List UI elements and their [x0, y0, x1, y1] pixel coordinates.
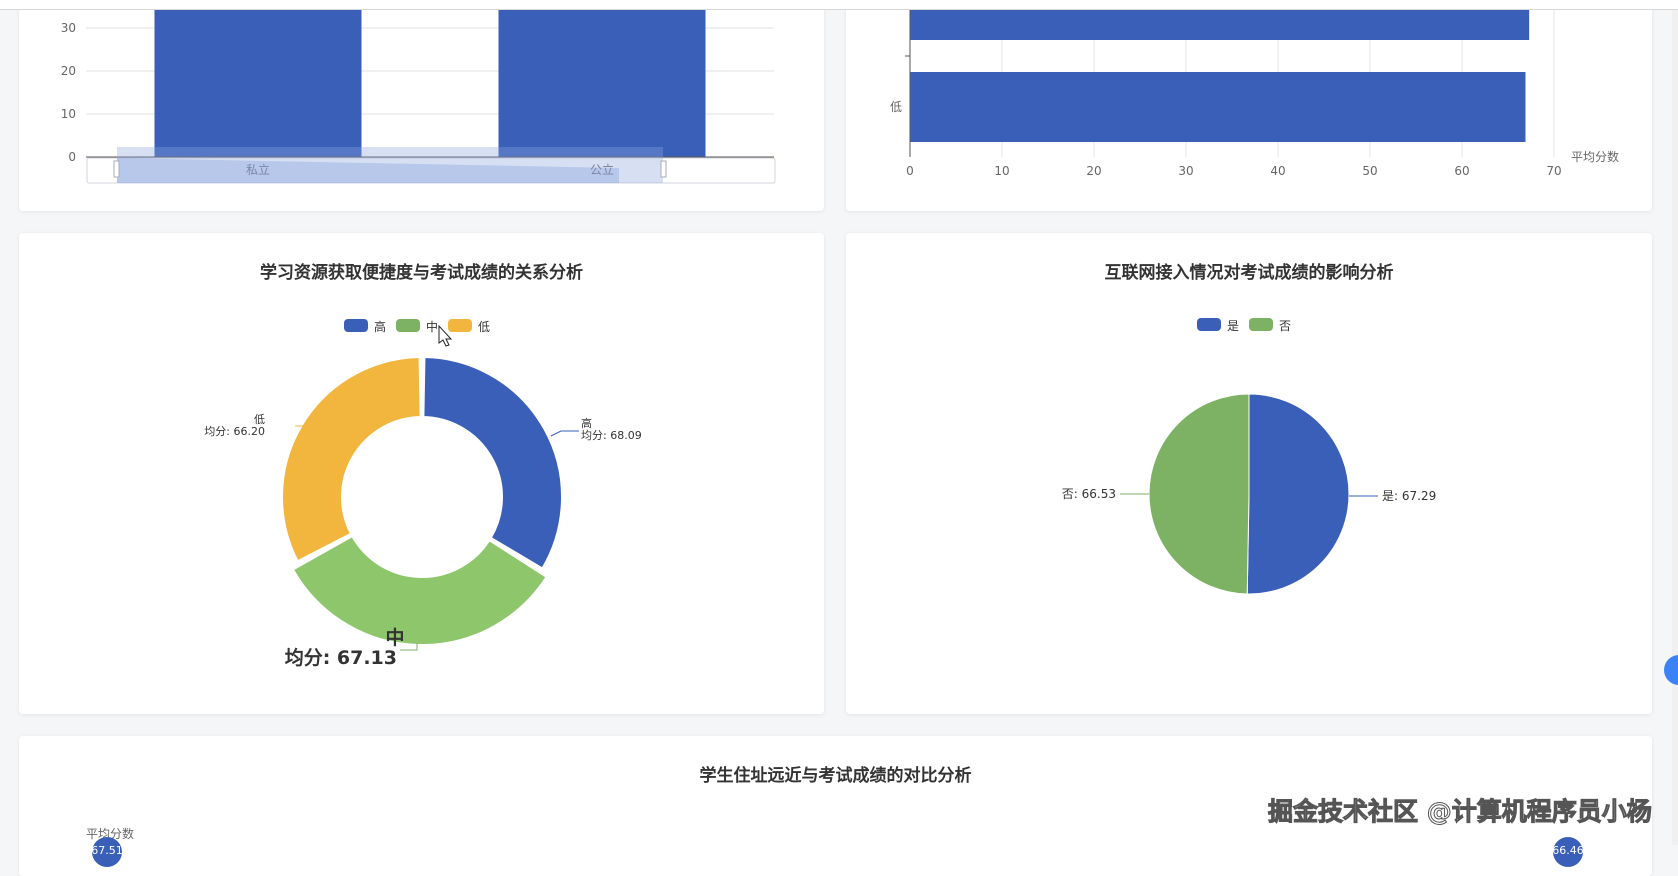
x-tick-label: 20 [1086, 164, 1101, 178]
donut-slice-低 [281, 356, 422, 563]
donut-slice-高 [422, 356, 563, 570]
page-scrollbar[interactable] [1672, 10, 1678, 845]
slice-label-value: 均分: 68.09 [581, 429, 642, 442]
x-tick-label: 50 [1362, 164, 1377, 178]
legend-swatch [1249, 318, 1273, 331]
x-tick-label: 10 [994, 164, 1009, 178]
x-tick-label: 60 [1454, 164, 1469, 178]
mouse-cursor-icon [438, 324, 453, 347]
chart-title: 学习资源获取便捷度与考试成绩的关系分析 [260, 263, 583, 283]
x-tick-label: 公立 [590, 162, 614, 177]
x-tick-label: 30 [1178, 164, 1193, 178]
datazoom-window [117, 147, 663, 183]
bar [498, 0, 706, 157]
y-tick-label: 10 [61, 107, 76, 121]
bar [154, 0, 362, 157]
y-tick-label: 20 [61, 64, 76, 78]
legend-item: 否 [1279, 319, 1291, 333]
internet-access-pie-chart: 是 否是: 67.29 否: 66.53 [1062, 318, 1436, 595]
label-line [295, 425, 316, 432]
label-line [400, 643, 418, 651]
x-tick-label: 私立 [246, 162, 270, 177]
data-point-label: 66.46 [1552, 844, 1584, 857]
pie-slice-否 [1148, 393, 1250, 595]
y-axis-label: 平均分数 [86, 826, 134, 841]
legend-item: 中 [426, 319, 438, 334]
page-top-border [0, 0, 1678, 10]
y-tick-label: 低 [890, 100, 902, 114]
y-tick-label: 30 [61, 21, 76, 35]
slice-label-value: 均分: 67.13 [285, 646, 397, 669]
watermark: 掘金技术社区 @计算机程序员小杨 [1268, 797, 1653, 827]
school-type-bar-chart: 0 10 20 30 私立 公立 [61, 0, 776, 184]
datazoom-slider [86, 157, 776, 184]
donut-slice-中 [291, 535, 548, 646]
x-tick-label: 70 [1546, 164, 1561, 178]
y-tick-label: 0 [68, 150, 76, 164]
resource-access-card: 学习资源获取便捷度与考试成绩的关系分析 高中低高均分: 68.09 低均分: 66… [19, 233, 824, 714]
legend-swatch [396, 319, 420, 332]
pie-slice-是 [1246, 393, 1350, 595]
slice-label-name: 中 [385, 626, 404, 649]
data-point-label: 67.51 [91, 844, 123, 857]
chart-title: 互联网接入情况对考试成绩的影响分析 [1104, 263, 1394, 283]
legend-swatch [1197, 318, 1221, 331]
legend-item: 是 [1227, 319, 1239, 333]
legend-swatch [448, 319, 472, 332]
school-type-bar-card: 0 10 20 30 私立 公立 [19, 0, 824, 211]
bar [910, 72, 1526, 142]
slice-label-name: 低 [254, 413, 265, 426]
legend-swatch [344, 319, 368, 332]
slice-label-value: 均分: 66.20 [204, 425, 265, 438]
legend-item: 高 [374, 319, 386, 334]
slice-label-name: 高 [581, 416, 592, 430]
datazoom-shadow [117, 158, 619, 183]
x-axis-label: 平均分数 [1571, 149, 1619, 164]
label-line [550, 430, 579, 437]
datazoom-handle-right [660, 160, 667, 178]
internet-access-card: 互联网接入情况对考试成绩的影响分析 是 否是: 67.29 否: 66.53 [846, 233, 1652, 714]
x-tick-label: 40 [1270, 164, 1285, 178]
datazoom-handle-left [113, 160, 120, 178]
x-tick-label: 0 [906, 164, 914, 178]
slice-label: 否: 66.53 [1062, 487, 1116, 501]
horizontal-bar-card: 0 10 20 30 40 50 60 70 低平均分数 [846, 0, 1652, 211]
slice-label: 是: 67.29 [1382, 489, 1436, 503]
chart-title: 学生住址远近与考试成绩的对比分析 [699, 766, 972, 786]
legend-item: 低 [478, 320, 490, 334]
resource-access-donut-chart: 高中低高均分: 68.09低均分: 66.20中均分: 67.13 [204, 319, 642, 669]
side-expand-button[interactable] [1664, 655, 1678, 685]
